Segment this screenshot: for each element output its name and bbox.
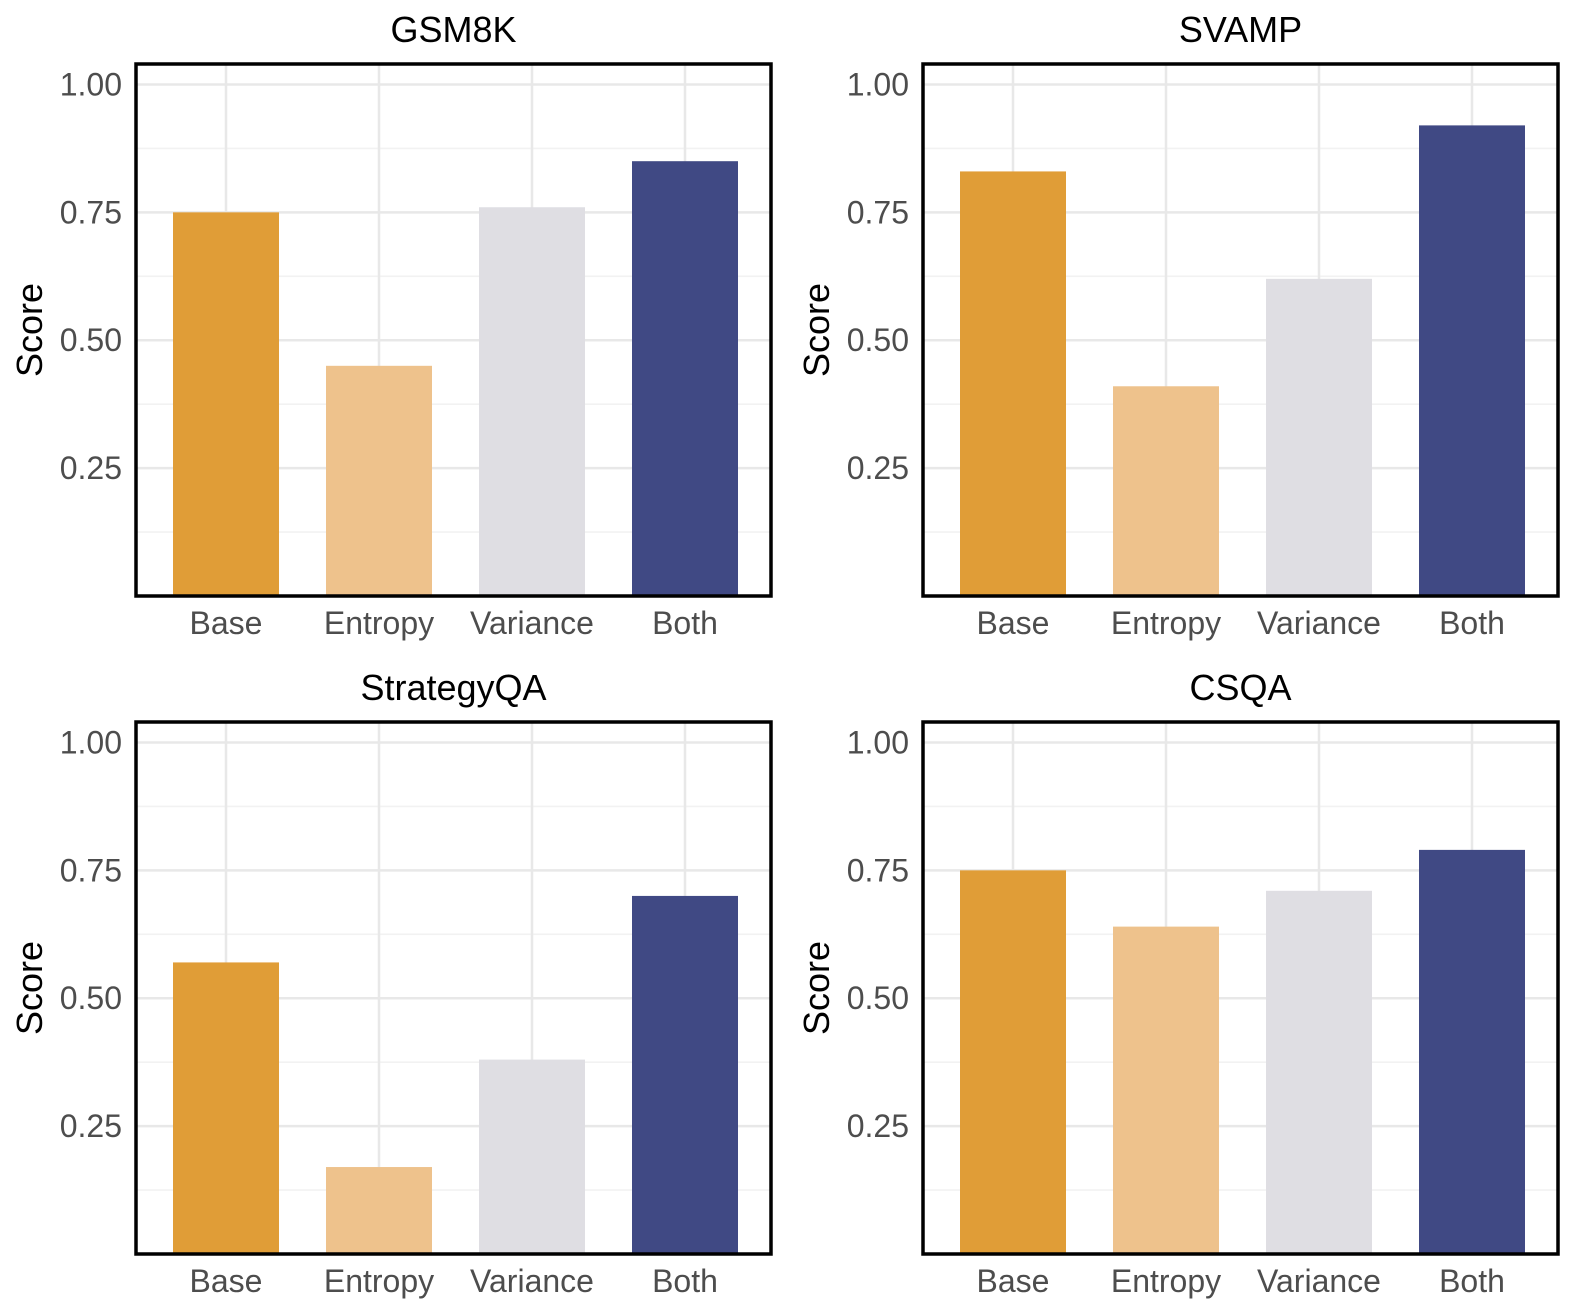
bar-variance — [1266, 278, 1372, 596]
bar-base — [960, 870, 1066, 1254]
y-tick-label: 0.25 — [60, 450, 122, 486]
panel-3: 0.25 0.50 0.75 1.00 Base Entropy Variance Both C… — [796, 667, 1560, 1299]
plot-frame — [134, 720, 773, 1256]
y-tick-label: 0.25 — [60, 1108, 122, 1144]
y-tick-label: 0.50 — [847, 980, 909, 1016]
chart-title: SVAMP — [1179, 9, 1302, 50]
y-axis-label: Score — [796, 941, 837, 1035]
bar-variance — [479, 207, 585, 596]
y-tick-label: 0.75 — [847, 194, 909, 230]
y-tick-label: 0.50 — [847, 322, 909, 358]
y-tick-label: 0.75 — [60, 852, 122, 888]
bar-entropy — [326, 1167, 432, 1254]
x-tick-label: Both — [652, 605, 718, 641]
bar-both — [632, 161, 738, 596]
bar-variance — [1266, 890, 1372, 1254]
bar-base — [173, 962, 279, 1254]
x-tick-label: Variance — [1257, 1263, 1381, 1299]
x-tick-label: Base — [190, 1263, 263, 1299]
plot-frame — [921, 720, 1560, 1256]
y-tick-label: 0.50 — [60, 980, 122, 1016]
bar-entropy — [1113, 926, 1219, 1254]
x-tick-label: Both — [1439, 605, 1505, 641]
x-tick-label: Base — [977, 1263, 1050, 1299]
y-tick-label: 0.75 — [847, 852, 909, 888]
chart-title: CSQA — [1189, 667, 1291, 708]
y-tick-label: 1.00 — [60, 724, 122, 760]
bar-entropy — [1113, 386, 1219, 596]
y-tick-label: 0.75 — [60, 194, 122, 230]
bar-both — [1419, 125, 1525, 596]
y-tick-label: 1.00 — [847, 66, 909, 102]
plot-frame — [921, 62, 1560, 598]
bar-base — [173, 212, 279, 596]
x-tick-label: Variance — [470, 605, 594, 641]
y-tick-label: 1.00 — [60, 66, 122, 102]
chart-title: StrategyQA — [360, 667, 546, 708]
panel-1: 0.25 0.50 0.75 1.00 Base Entropy Variance Both S… — [796, 9, 1560, 641]
x-tick-label: Both — [1439, 1263, 1505, 1299]
bar-base — [960, 171, 1066, 596]
y-axis-label: Score — [796, 283, 837, 377]
x-tick-label: Entropy — [1111, 605, 1221, 641]
y-axis-label: Score — [9, 283, 50, 377]
y-axis-label: Score — [9, 941, 50, 1035]
plot-frame — [134, 62, 773, 598]
x-tick-label: Variance — [1257, 605, 1381, 641]
y-tick-label: 0.25 — [847, 1108, 909, 1144]
panel-2: 0.25 0.50 0.75 1.00 Base Entropy Variance Both S… — [9, 667, 773, 1299]
chart-title: GSM8K — [390, 9, 516, 50]
x-tick-label: Entropy — [324, 605, 434, 641]
panel-0: 0.25 0.50 0.75 1.00 Base Entropy Variance Both G… — [9, 9, 773, 641]
bar-both — [1419, 849, 1525, 1254]
y-tick-label: 0.25 — [847, 450, 909, 486]
bar-both — [632, 895, 738, 1254]
x-tick-label: Entropy — [324, 1263, 434, 1299]
bar-variance — [479, 1059, 585, 1254]
x-tick-label: Variance — [470, 1263, 594, 1299]
x-tick-label: Base — [190, 605, 263, 641]
x-tick-label: Both — [652, 1263, 718, 1299]
bar-entropy — [326, 365, 432, 596]
y-tick-label: 1.00 — [847, 724, 909, 760]
y-tick-label: 0.50 — [60, 322, 122, 358]
x-tick-label: Base — [977, 605, 1050, 641]
x-tick-label: Entropy — [1111, 1263, 1221, 1299]
